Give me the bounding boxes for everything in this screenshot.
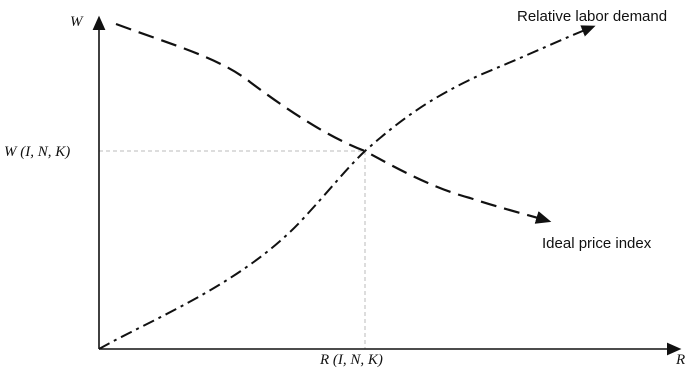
relative-labor-demand-label: Relative labor demand [517, 8, 667, 25]
x-axis-label: R [675, 352, 685, 368]
relative-labor-demand-curve [98, 25, 596, 350]
ideal-price-index-label: Ideal price index [542, 235, 652, 252]
equilibrium-r-label: R (I, N, K) [319, 352, 383, 368]
equilibrium-w-label: W (I, N, K) [4, 144, 70, 160]
ideal-price-index-curve [115, 22, 552, 224]
y-axis-label: W [70, 14, 84, 30]
